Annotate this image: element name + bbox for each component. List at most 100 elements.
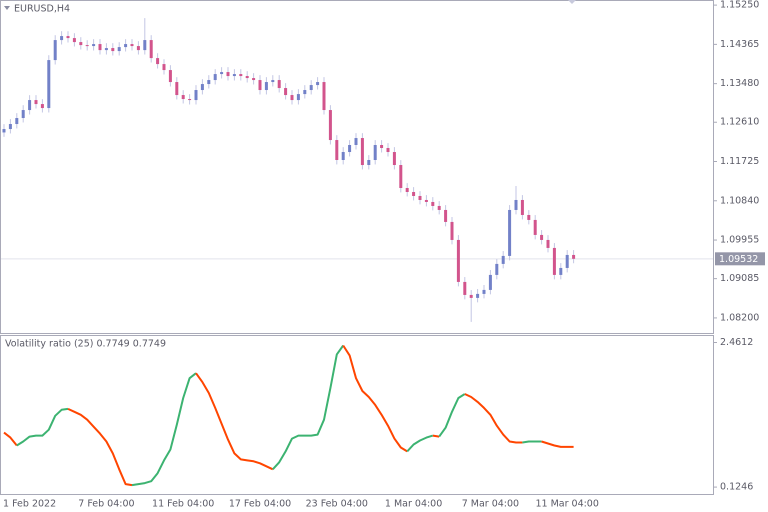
- candle-body: [130, 44, 134, 47]
- candle-body: [533, 219, 537, 235]
- candle-body: [117, 47, 121, 52]
- indicator-line: [464, 393, 523, 444]
- indicator-line: [3, 431, 18, 447]
- y-tick-label: 1.12610: [720, 117, 759, 128]
- candle-body: [463, 281, 467, 295]
- candle-body: [482, 289, 486, 294]
- candle-body: [495, 263, 499, 275]
- y-tick-label: 1.09085: [720, 273, 759, 284]
- candle-body: [284, 88, 288, 96]
- candle-body: [72, 38, 76, 43]
- candle-body: [34, 100, 38, 105]
- candle-body: [200, 84, 204, 91]
- x-tick-label: 11 Feb 04:00: [152, 499, 214, 510]
- candle-body: [431, 201, 435, 206]
- candle-body: [92, 44, 96, 47]
- current-price-badge: [715, 252, 765, 266]
- indicator-title: Volatility ratio (25) 0.7749 0.7749: [5, 339, 166, 350]
- candle-body: [456, 239, 460, 282]
- candle-body: [277, 80, 281, 89]
- candle-body: [98, 44, 102, 51]
- y-tick-label: 2.4612: [720, 337, 753, 348]
- candle-body: [437, 205, 441, 210]
- candle-body: [104, 48, 108, 51]
- candle-body: [552, 247, 556, 275]
- candle-body: [8, 124, 12, 130]
- candle-body: [290, 95, 294, 101]
- candle-body: [341, 152, 345, 161]
- candle-body: [335, 140, 339, 161]
- chart-shift-marker: [568, 0, 576, 4]
- y-tick-label: 0.1246: [720, 482, 753, 493]
- symbol-menu-arrow[interactable]: [4, 6, 10, 10]
- x-tick-label: 7 Feb 04:00: [78, 499, 134, 510]
- candle-body: [85, 45, 89, 47]
- candle-body: [527, 214, 531, 220]
- x-tick-label: 23 Feb 04:00: [306, 499, 368, 510]
- candle-body: [252, 78, 256, 81]
- x-tick-label: 17 Feb 04:00: [229, 499, 291, 510]
- candle-body: [405, 187, 409, 192]
- candle-body: [245, 76, 249, 79]
- candle-body: [354, 138, 358, 146]
- candle-body: [412, 191, 416, 196]
- candle-body: [348, 145, 352, 153]
- candle-body: [424, 199, 428, 202]
- candle-body: [136, 46, 140, 51]
- candle-body: [309, 85, 313, 91]
- candle-body: [194, 90, 198, 101]
- candle-body: [15, 118, 19, 125]
- indicator-line: [522, 440, 542, 444]
- candle-body: [508, 209, 512, 256]
- candle-body: [28, 100, 32, 111]
- candle-body: [392, 152, 396, 166]
- candle-body: [226, 72, 230, 77]
- candle-body: [328, 110, 332, 141]
- candle-body: [367, 160, 371, 166]
- candle-body: [124, 44, 128, 48]
- indicator-line: [195, 372, 274, 471]
- candle-body: [181, 95, 185, 100]
- candle-body: [207, 80, 211, 85]
- x-tick-label: 11 Mar 04:00: [535, 499, 598, 510]
- candle-body: [540, 234, 544, 240]
- indicator-line: [438, 393, 466, 438]
- candle-body: [469, 294, 473, 298]
- candle-body: [53, 40, 57, 61]
- candle-body: [21, 110, 25, 119]
- candle-body: [572, 254, 576, 259]
- candle-body: [264, 82, 268, 91]
- y-tick-label: 1.10840: [720, 195, 759, 206]
- indicator-line: [272, 344, 345, 470]
- indicator-line: [67, 407, 133, 487]
- candle-body: [149, 40, 153, 59]
- candle-body: [188, 99, 192, 101]
- candle-body: [232, 74, 236, 77]
- candle-body: [546, 239, 550, 248]
- indicator-line: [342, 344, 408, 453]
- candle-body: [501, 255, 505, 264]
- candle-body: [418, 195, 422, 200]
- indicator-line: [541, 440, 574, 448]
- candle-body: [175, 82, 179, 96]
- symbol-title: EURUSD,H4: [14, 4, 70, 15]
- x-tick-label: 1 Feb 2022: [3, 499, 56, 510]
- y-tick-label: 1.14365: [720, 39, 759, 50]
- current-price-label: 1.09532: [719, 254, 758, 265]
- indicator-line: [16, 407, 69, 447]
- candle-body: [296, 94, 300, 101]
- indicator-line: [432, 434, 440, 438]
- candle-body: [156, 58, 160, 65]
- candle-body: [380, 145, 384, 149]
- candle-body: [360, 138, 364, 166]
- candle-body: [520, 199, 524, 215]
- candle-body: [239, 74, 243, 77]
- candle-body: [373, 145, 377, 161]
- candle-body: [168, 70, 172, 83]
- candle-body: [143, 40, 147, 51]
- indicator-panel-frame: [0, 335, 714, 495]
- candle-body: [444, 209, 448, 222]
- candle-body: [386, 148, 390, 153]
- candle-body: [2, 129, 6, 133]
